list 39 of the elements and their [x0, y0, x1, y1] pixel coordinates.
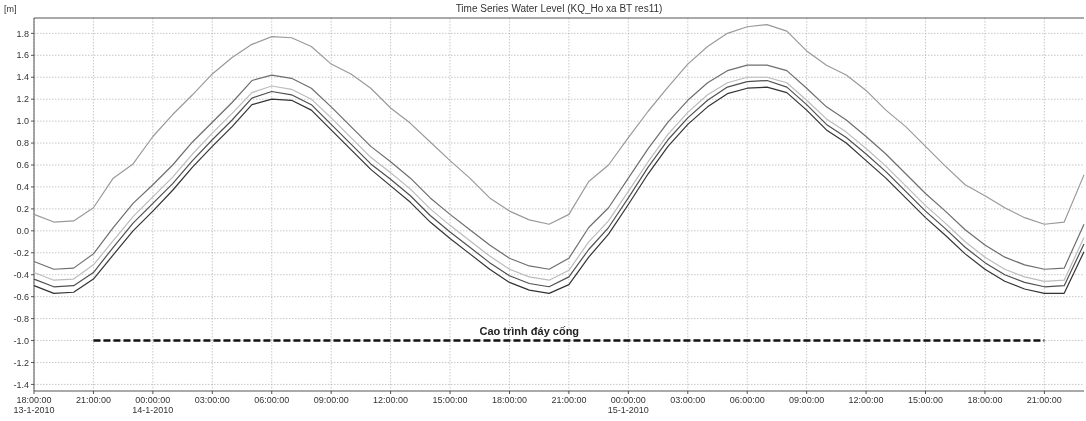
x-tick-label: 06:00:00	[254, 395, 290, 405]
x-tick-label: 12:00:00	[848, 395, 884, 405]
y-tick-label: 0.4	[16, 182, 29, 193]
y-tick-label: 1.4	[16, 72, 29, 83]
y-tick-label: -0.8	[13, 313, 29, 324]
y-tick-label: 1.2	[16, 94, 29, 105]
y-tick-label: -1.2	[13, 357, 29, 368]
y-tick-label: 0.2	[16, 204, 29, 215]
x-tick-label: 06:00:00	[729, 395, 765, 405]
chart-title: Time Series Water Level (KQ_Ho xa BT res11)	[455, 3, 663, 14]
x-tick-label: 12:00:00	[373, 395, 409, 405]
x-tick-label: 21:00:00	[551, 395, 587, 405]
y-tick-label: 1.8	[16, 28, 29, 39]
y-tick-label: 0.0	[16, 225, 29, 236]
y-tick-label: 0.6	[16, 160, 29, 171]
line-series	[33, 23, 1085, 225]
x-tick-label: 21:00:00	[1026, 395, 1062, 405]
y-tick-label: 1.0	[16, 116, 29, 127]
y-tick-label: 1.6	[16, 50, 29, 61]
annotation: Cao trình đáy cống	[479, 324, 580, 337]
x-tick-label: 18:00:00	[967, 395, 1003, 405]
y-tick-label: -0.4	[13, 269, 29, 280]
x-tick-label: 15:00:00	[907, 395, 944, 405]
x-tick-label: 03:00:00	[670, 395, 706, 405]
x-tick-label: 21:00:00	[75, 395, 111, 405]
x-tick-label: 09:00:00	[313, 395, 349, 405]
x-tick-label: 00:00:00 14-1-2010	[132, 395, 174, 415]
x-tick-label: 09:00:00	[789, 395, 825, 405]
x-tick-label: 15:00:00	[432, 395, 468, 405]
y-axis-title: [m]	[4, 4, 17, 14]
x-tick-label: 18:00:00	[491, 395, 527, 405]
x-tick-label: 03:00:00	[194, 395, 230, 405]
y-tick-label: -0.2	[13, 247, 29, 258]
y-tick-label: -1.0	[13, 335, 29, 346]
x-tick-label: 18:00:00 13-1-2010	[13, 395, 55, 415]
y-tick-label: -0.6	[13, 291, 29, 302]
y-tick-label: 0.8	[16, 138, 29, 149]
y-tick-label: -1.4	[13, 379, 29, 390]
x-tick-label: 00:00:00 15-1-2010	[607, 395, 649, 415]
